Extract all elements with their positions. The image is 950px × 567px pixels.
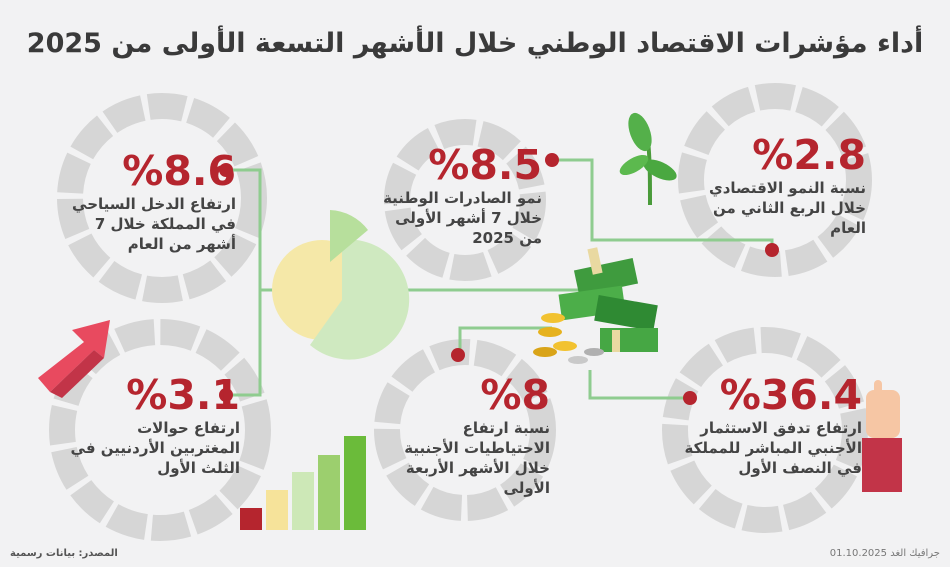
ring-investment xyxy=(662,327,868,533)
bar-chart-icon xyxy=(240,436,366,530)
stat-foreign-reserves: %8 نسبة ارتفاع الاحتياطيات الأجنبية خلال… xyxy=(372,372,550,498)
stat-value: %8.6 xyxy=(122,147,236,195)
pie-chart-icon xyxy=(272,210,410,360)
ring-tourism xyxy=(57,93,267,303)
stat-tourism-income: %8.6 ارتفاع الدخل السياحي في المملكة خلا… xyxy=(66,148,236,254)
connector-dots xyxy=(219,153,779,405)
source-note: المصدر: بيانات رسمية xyxy=(10,548,118,559)
ring-exports xyxy=(384,119,546,281)
stat-description: ارتفاع الدخل السياحي في المملكة خلال 7 أ… xyxy=(72,195,236,253)
ring-reserves xyxy=(374,339,556,521)
stat-description: نسبة النمو الاقتصادي خلال الربع الثاني م… xyxy=(708,179,866,237)
stat-value: %3.1 xyxy=(126,371,240,419)
page-title: أداء مؤشرات الاقتصاد الوطني خلال الأشهر … xyxy=(26,28,924,59)
stat-value: %36.4 xyxy=(719,371,862,419)
plant-icon xyxy=(619,112,677,206)
coins-icon xyxy=(533,313,604,364)
stat-value: %8.5 xyxy=(428,141,542,189)
stat-value: %2.8 xyxy=(752,131,866,179)
money-stack-icon xyxy=(558,247,658,352)
stat-economic-growth: %2.8 نسبة النمو الاقتصادي خلال الربع الث… xyxy=(680,132,866,238)
stat-description: ارتفاع تدفق الاستثمار الأجنبي المباشر لل… xyxy=(684,419,862,477)
stat-value: %8 xyxy=(480,371,550,419)
stat-foreign-investment: %36.4 ارتفاع تدفق الاستثمار الأجنبي المب… xyxy=(672,372,862,478)
stat-description: ارتفاع حوالات المغتربين الأردنيين في الث… xyxy=(70,419,240,477)
stat-description: نمو الصادرات الوطنية خلال 7 أشهر الأولى … xyxy=(383,189,542,247)
arrow-up-icon xyxy=(38,320,110,398)
stat-exports-growth: %8.5 نمو الصادرات الوطنية خلال 7 أشهر ال… xyxy=(372,142,542,248)
ring-growth xyxy=(678,83,872,277)
graphic-credit: جرافيك الغد 01.10.2025 xyxy=(829,548,940,559)
stat-remittances: %3.1 ارتفاع حوالات المغتربين الأردنيين ف… xyxy=(62,372,240,478)
stat-description: نسبة ارتفاع الاحتياطيات الأجنبية خلال ال… xyxy=(404,419,550,497)
ring-remittances xyxy=(49,319,271,541)
hand-pointing-icon xyxy=(862,380,902,492)
